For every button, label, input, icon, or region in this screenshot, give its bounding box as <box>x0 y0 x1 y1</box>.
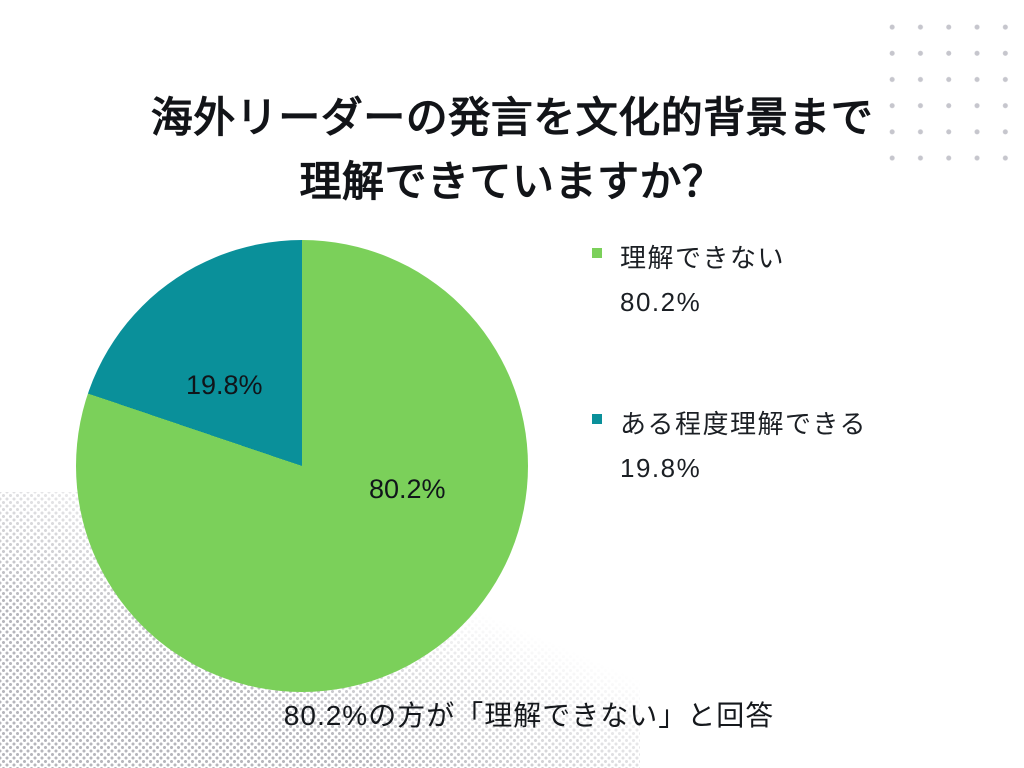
legend-text: 理解できない 80.2% <box>620 236 785 324</box>
legend-label: 理解できない <box>620 243 786 273</box>
pie-slice-label-teal: 19.8% <box>186 370 263 400</box>
conclusion-caption: 80.2%の方が「理解できない」と回答 <box>283 700 775 731</box>
legend-value: 80.2% <box>620 287 702 317</box>
legend-item-cannot-understand: 理解できない 80.2% <box>592 236 867 324</box>
legend-text: ある程度理解できる 19.8% <box>620 402 867 490</box>
legend-swatch <box>592 414 602 424</box>
pie-slice-label-green: 80.2% <box>369 474 446 504</box>
legend-item-somewhat-understand: ある程度理解できる 19.8% <box>592 402 867 490</box>
chart-legend: 理解できない 80.2% ある程度理解できる 19.8% <box>592 236 867 490</box>
page-title-line-1: 海外リーダーの発言を文化的背景まで <box>150 94 874 141</box>
legend-swatch <box>592 248 602 258</box>
pie-chart: 19.8% 80.2% <box>76 240 528 692</box>
dot-grid-decoration <box>878 14 1020 172</box>
legend-value: 19.8% <box>620 453 702 483</box>
page-title: 海外リーダーの発言を文化的背景まで 理解できていますか？ <box>0 86 1024 214</box>
page-title-line-2: 理解できていますか？ <box>299 158 725 205</box>
legend-label: ある程度理解できる <box>620 409 867 439</box>
